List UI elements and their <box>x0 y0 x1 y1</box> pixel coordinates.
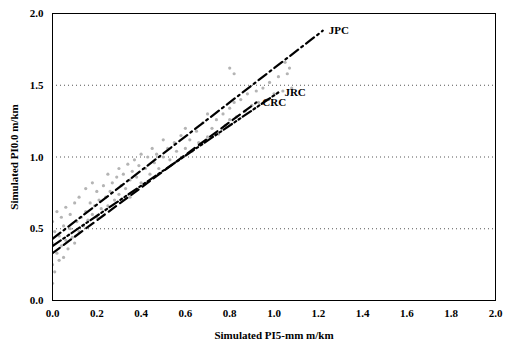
svg-text:1.8: 1.8 <box>444 307 458 319</box>
svg-text:0.4: 0.4 <box>134 307 148 319</box>
svg-text:0.5: 0.5 <box>30 222 44 234</box>
svg-text:1.0: 1.0 <box>267 307 281 319</box>
svg-text:2.0: 2.0 <box>489 307 503 319</box>
svg-text:1.0: 1.0 <box>30 151 44 163</box>
svg-text:Simulated PI5-mm m/km: Simulated PI5-mm m/km <box>214 329 333 341</box>
svg-text:1.2: 1.2 <box>311 307 325 319</box>
svg-text:CRC: CRC <box>262 96 286 108</box>
svg-text:1.4: 1.4 <box>356 307 370 319</box>
svg-text:1.6: 1.6 <box>400 307 414 319</box>
svg-text:0.0: 0.0 <box>30 294 44 306</box>
svg-text:JRC: JRC <box>284 86 305 98</box>
svg-text:1.5: 1.5 <box>30 79 44 91</box>
svg-text:0.0: 0.0 <box>46 307 60 319</box>
svg-text:0.2: 0.2 <box>90 307 104 319</box>
svg-text:JPC: JPC <box>329 24 349 36</box>
svg-text:Simulated PI0.0 m/km: Simulated PI0.0 m/km <box>8 104 20 209</box>
svg-text:2.0: 2.0 <box>30 7 44 19</box>
svg-text:0.6: 0.6 <box>179 307 193 319</box>
svg-text:0.8: 0.8 <box>223 307 237 319</box>
